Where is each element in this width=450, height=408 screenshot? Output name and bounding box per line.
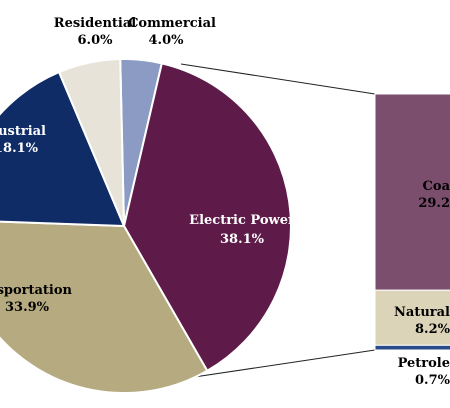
connector-line-top <box>180 63 376 95</box>
pie-slice-residential <box>57 58 125 227</box>
label-commercial-name: Commercial <box>128 16 216 31</box>
bar-segment-petroleum <box>374 344 450 351</box>
bar-segment-natural_gas <box>374 289 450 346</box>
label-petroleum-name: Petrole <box>398 356 450 371</box>
pie-slice-transportation <box>0 220 209 394</box>
label-electric-value: 38.1% <box>220 232 265 247</box>
label-transportation-name: ansportation <box>0 283 73 298</box>
label-natural-gas-name: Natural <box>394 305 450 320</box>
label-industrial-name: dustrial <box>0 124 46 139</box>
pie-slice-industrial <box>0 70 126 228</box>
label-industrial-value: 18.1% <box>0 141 39 156</box>
bar-segment-coal <box>374 93 450 291</box>
connector-lines <box>180 63 376 380</box>
label-natural-gas-value: 8.2% <box>415 322 450 337</box>
label-commercial-value: 4.0% <box>149 33 185 48</box>
label-residential-value: 6.0% <box>78 33 114 48</box>
label-coal-name: Coa <box>423 179 450 194</box>
pie-slice-electric <box>122 62 292 373</box>
label-residential-name: Residential <box>54 16 137 31</box>
label-electric-name: Electric Power <box>189 213 295 228</box>
connector-line-bottom <box>180 349 376 380</box>
label-coal-value: 29.2 <box>418 196 450 211</box>
breakdown-bar <box>374 93 450 351</box>
label-petroleum-value: 0.7% <box>415 373 450 388</box>
pie <box>0 58 292 394</box>
label-transportation-value: 33.9% <box>5 300 50 315</box>
